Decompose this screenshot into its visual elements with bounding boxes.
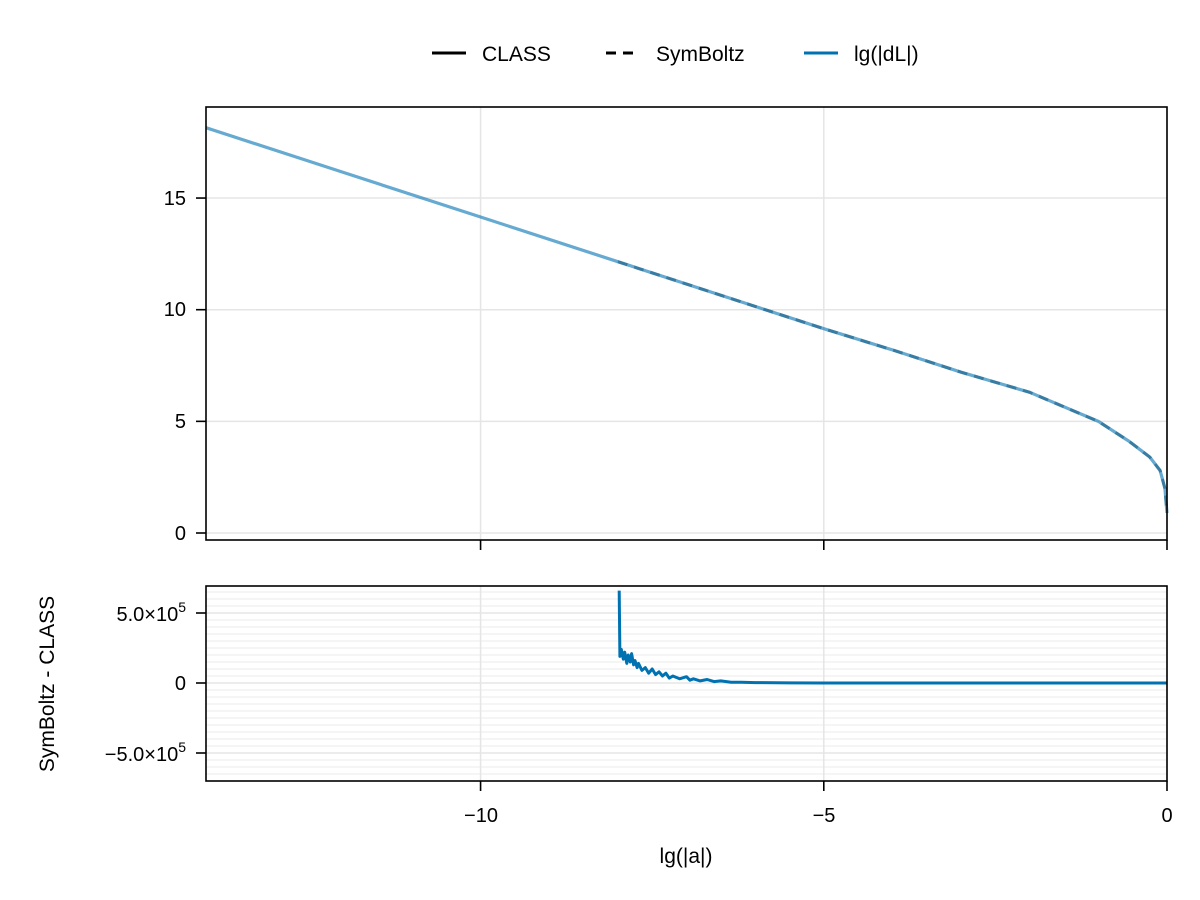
top-ytick-label-10: 10 bbox=[164, 299, 186, 321]
bottom-ytick-label-pos: 5.0×105 bbox=[116, 599, 186, 626]
top-panel-grid bbox=[206, 107, 1168, 540]
bottom-panel-series bbox=[617, 590, 1167, 685]
top-y-tick-labels: 0 5 10 15 bbox=[164, 188, 186, 545]
top-ytick-label-15: 15 bbox=[164, 188, 186, 210]
legend-label-lgdl: lg(|dL|) bbox=[854, 43, 919, 66]
bottom-y-tick-labels: 5.0×105 0 −5.0×105 bbox=[105, 599, 186, 766]
top-panel: 0 5 10 15 bbox=[164, 106, 1169, 550]
legend-item-class: CLASS bbox=[432, 43, 551, 66]
xtick-label-minus5: −5 bbox=[813, 805, 836, 827]
difference-line bbox=[617, 590, 1167, 685]
bottom-x-tick-labels: −10 −5 0 bbox=[464, 805, 1173, 827]
xtick-label-0: 0 bbox=[1161, 805, 1172, 827]
top-panel-ticks bbox=[196, 197, 1168, 550]
top-panel-series bbox=[205, 126, 1169, 514]
bottom-panel-ticks bbox=[196, 612, 1168, 791]
top-ytick-label-0: 0 bbox=[175, 523, 186, 545]
legend-item-lgdl: lg(|dL|) bbox=[804, 43, 919, 66]
legend: CLASS SymBoltz lg(|dL|) bbox=[432, 43, 919, 66]
bottom-ytick-label-zero: 0 bbox=[175, 673, 186, 695]
symboltz-dashed-line bbox=[617, 260, 1169, 514]
legend-label-class: CLASS bbox=[482, 43, 551, 66]
y-axis-label: SymBoltz - CLASS bbox=[36, 596, 59, 772]
top-panel-frame bbox=[205, 106, 1168, 541]
top-ytick-label-5: 5 bbox=[175, 411, 186, 433]
xtick-label-minus10: −10 bbox=[464, 805, 498, 827]
legend-label-symboltz: SymBoltz bbox=[656, 43, 745, 66]
lgdl-line bbox=[205, 126, 1169, 514]
bottom-panel: 5.0×105 0 −5.0×105 −10 −5 0 lg(|a|) SymB… bbox=[36, 585, 1173, 868]
x-axis-label: lg(|a|) bbox=[660, 845, 713, 868]
bottom-ytick-label-neg: −5.0×105 bbox=[105, 739, 186, 766]
legend-item-symboltz: SymBoltz bbox=[606, 43, 745, 66]
